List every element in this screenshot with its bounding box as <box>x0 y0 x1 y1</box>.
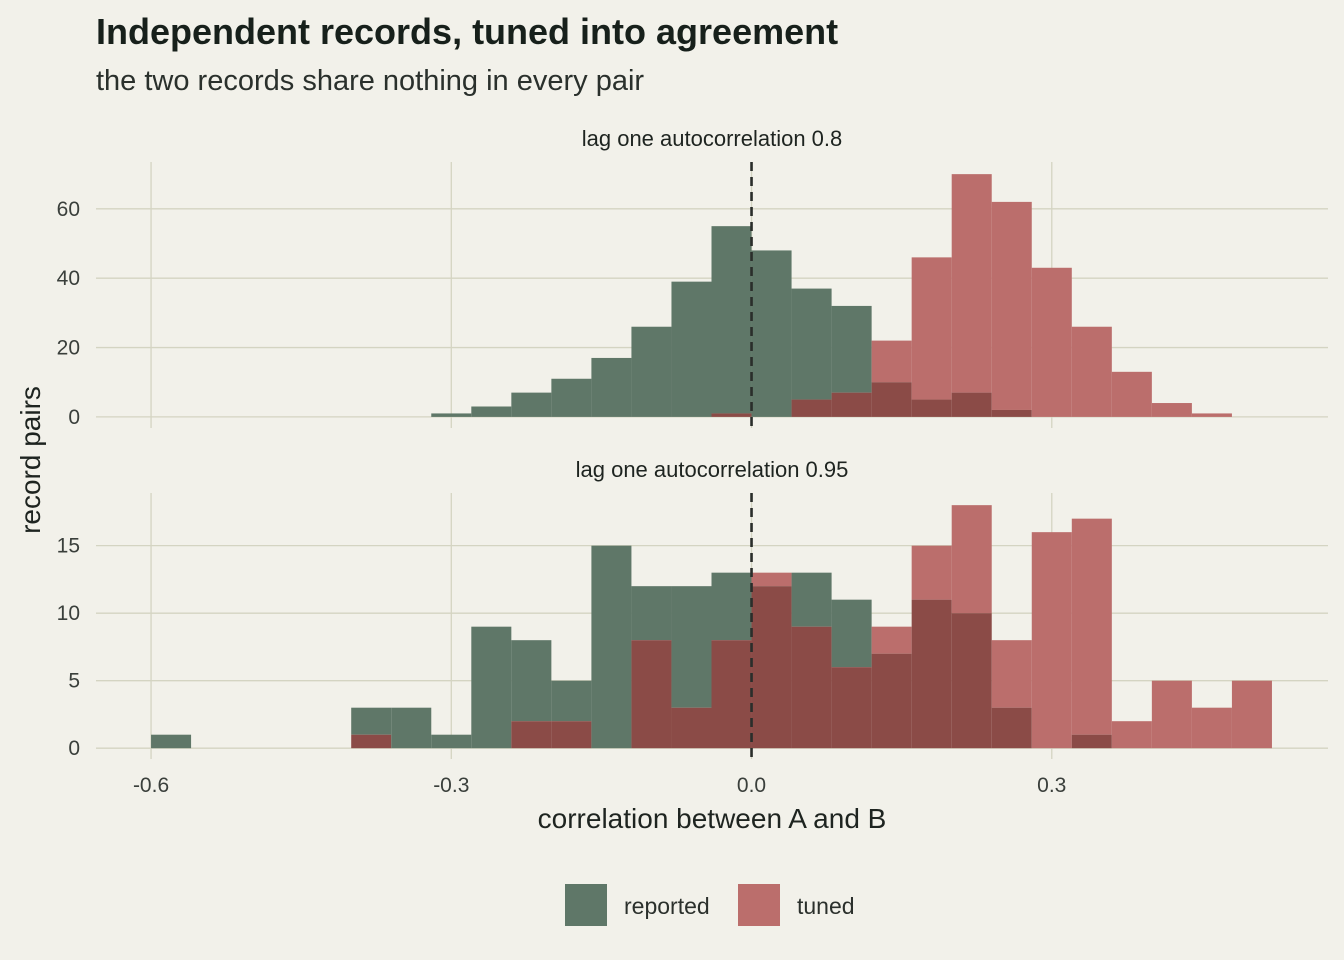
bar-overlap <box>791 626 832 749</box>
y-tick-label: 0 <box>68 737 80 760</box>
bar-overlap <box>951 392 992 417</box>
bar-reported <box>431 413 472 417</box>
bar-reported <box>711 226 752 414</box>
x-tick-label: 0.0 <box>737 774 766 797</box>
bar-overlap <box>951 613 992 749</box>
bar-overlap <box>671 707 712 749</box>
bar-tuned <box>1111 371 1152 417</box>
bar-tuned <box>911 257 952 400</box>
bar-tuned <box>1031 532 1072 749</box>
bar-tuned <box>1151 403 1192 417</box>
panel-lag-0-8: lag one autocorrelation 0.8 0 20 40 60 <box>57 126 1328 429</box>
y-tick-label: 60 <box>57 198 80 221</box>
bar-reported <box>631 586 672 641</box>
bar-overlap <box>751 586 792 749</box>
bar-reported <box>511 392 552 417</box>
bar-tuned <box>911 545 952 600</box>
bar-overlap <box>911 399 952 417</box>
bar-reported <box>551 378 592 417</box>
bar-tuned <box>1111 721 1152 749</box>
bar-overlap <box>1071 734 1112 749</box>
x-tick-label: 0.3 <box>1037 774 1066 797</box>
bar-reported <box>711 572 752 641</box>
bars <box>151 505 1272 749</box>
bar-reported <box>551 680 592 722</box>
bar-overlap <box>631 640 672 749</box>
bar-tuned <box>951 505 992 614</box>
bar-tuned <box>951 174 992 393</box>
bar-reported <box>631 326 672 417</box>
bar-reported <box>151 734 192 749</box>
bar-reported <box>471 626 512 749</box>
bar-reported <box>791 288 832 400</box>
x-axis-title: correlation between A and B <box>538 803 887 834</box>
bar-tuned <box>1191 413 1232 417</box>
bar-overlap <box>711 413 752 417</box>
bar-tuned <box>871 340 912 383</box>
bar-overlap <box>791 399 832 417</box>
bar-overlap <box>511 721 552 749</box>
bar-tuned <box>1071 518 1112 735</box>
bar-reported <box>831 305 872 393</box>
bar-reported <box>511 640 552 722</box>
panel-strip-label: lag one autocorrelation 0.95 <box>576 457 849 482</box>
panel-strip-label: lag one autocorrelation 0.8 <box>582 126 843 151</box>
bar-tuned <box>1191 707 1232 749</box>
x-tick-label: -0.6 <box>133 774 169 797</box>
bar-tuned <box>991 640 1032 708</box>
bar-overlap <box>871 382 912 417</box>
bar-overlap <box>551 721 592 749</box>
bar-overlap <box>831 392 872 417</box>
bar-tuned <box>1151 680 1192 749</box>
bar-overlap <box>351 734 392 749</box>
y-tick-label: 40 <box>57 267 80 290</box>
bar-reported <box>791 572 832 627</box>
legend-label-reported: reported <box>624 893 710 919</box>
bars <box>431 174 1232 417</box>
bar-tuned <box>1231 680 1272 749</box>
bar-tuned <box>751 572 792 587</box>
chart-subtitle: the two records share nothing in every p… <box>96 65 644 97</box>
y-axis-title: record pairs <box>15 386 46 534</box>
bar-reported <box>471 406 512 417</box>
x-tick-label: -0.3 <box>433 774 469 797</box>
bar-reported <box>391 707 432 749</box>
bar-tuned <box>991 201 1032 410</box>
legend-label-tuned: tuned <box>797 893 855 919</box>
panel-lag-0-95: lag one autocorrelation 0.95 0 5 10 15 <box>57 457 1328 760</box>
bar-tuned <box>1031 267 1072 417</box>
bar-reported <box>351 707 392 735</box>
bar-reported <box>831 599 872 668</box>
y-tick-label: 5 <box>68 670 80 693</box>
y-tick-label: 10 <box>57 602 80 625</box>
bar-overlap <box>991 409 1032 417</box>
legend-swatch-tuned <box>738 884 780 926</box>
bar-reported <box>751 250 792 417</box>
bar-reported <box>671 281 712 417</box>
y-tick-label: 0 <box>68 406 80 429</box>
bar-overlap <box>991 707 1032 749</box>
bar-tuned <box>1071 326 1112 417</box>
bar-overlap <box>711 640 752 749</box>
legend-swatch-reported <box>565 884 607 926</box>
chart-title: Independent records, tuned into agreemen… <box>96 11 838 52</box>
bar-overlap <box>871 653 912 749</box>
y-tick-label: 20 <box>57 337 80 360</box>
bar-reported <box>431 734 472 749</box>
bar-tuned <box>871 626 912 654</box>
bar-reported <box>591 545 632 749</box>
y-tick-label: 15 <box>57 535 80 558</box>
bar-overlap <box>831 667 872 749</box>
x-axis-ticks: -0.6 -0.3 0.0 0.3 <box>133 774 1066 797</box>
bar-overlap <box>911 599 952 749</box>
bar-reported <box>591 357 632 417</box>
bar-reported <box>671 586 712 708</box>
legend: reported tuned <box>565 884 855 926</box>
